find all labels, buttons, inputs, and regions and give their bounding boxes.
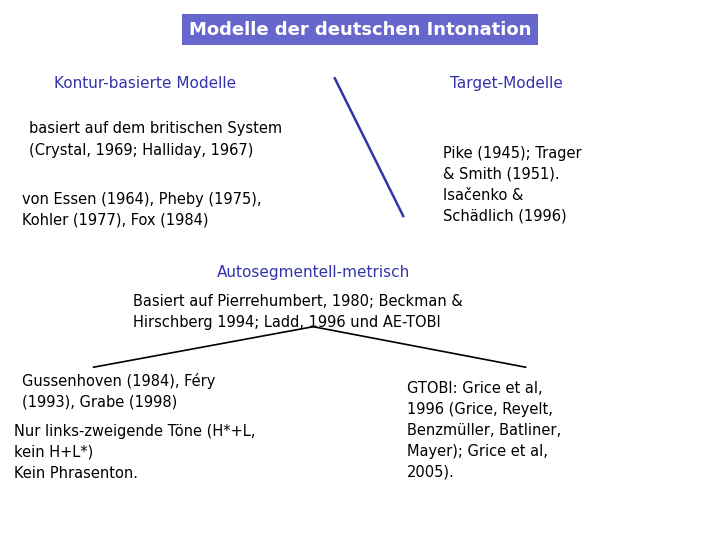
Text: Kontur-basierte Modelle: Kontur-basierte Modelle (54, 76, 236, 91)
Text: Pike (1945); Trager
& Smith (1951).
Isačenko &
Schädlich (1996): Pike (1945); Trager & Smith (1951). Isač… (443, 146, 582, 224)
Text: basiert auf dem britischen System
(Crystal, 1969; Halliday, 1967): basiert auf dem britischen System (Cryst… (29, 122, 282, 158)
Text: Basiert auf Pierrehumbert, 1980; Beckman &
Hirschberg 1994; Ladd, 1996 und AE-TO: Basiert auf Pierrehumbert, 1980; Beckman… (133, 294, 463, 330)
Text: Gussenhoven (1984), Féry
(1993), Grabe (1998): Gussenhoven (1984), Féry (1993), Grabe (… (22, 373, 215, 410)
Text: von Essen (1964), Pheby (1975),
Kohler (1977), Fox (1984): von Essen (1964), Pheby (1975), Kohler (… (22, 192, 261, 228)
Text: Modelle der deutschen Intonation: Modelle der deutschen Intonation (189, 21, 531, 39)
Text: Target-Modelle: Target-Modelle (450, 76, 563, 91)
Text: Nur links-zweigende Töne (H*+L,
kein H+L*)
Kein Phrasenton.: Nur links-zweigende Töne (H*+L, kein H+L… (14, 424, 256, 481)
Text: Autosegmentell-metrisch: Autosegmentell-metrisch (217, 265, 410, 280)
Text: GTOBI: Grice et al,
1996 (Grice, Reyelt,
Benzmüller, Batliner,
Mayer); Grice et : GTOBI: Grice et al, 1996 (Grice, Reyelt,… (407, 381, 561, 480)
